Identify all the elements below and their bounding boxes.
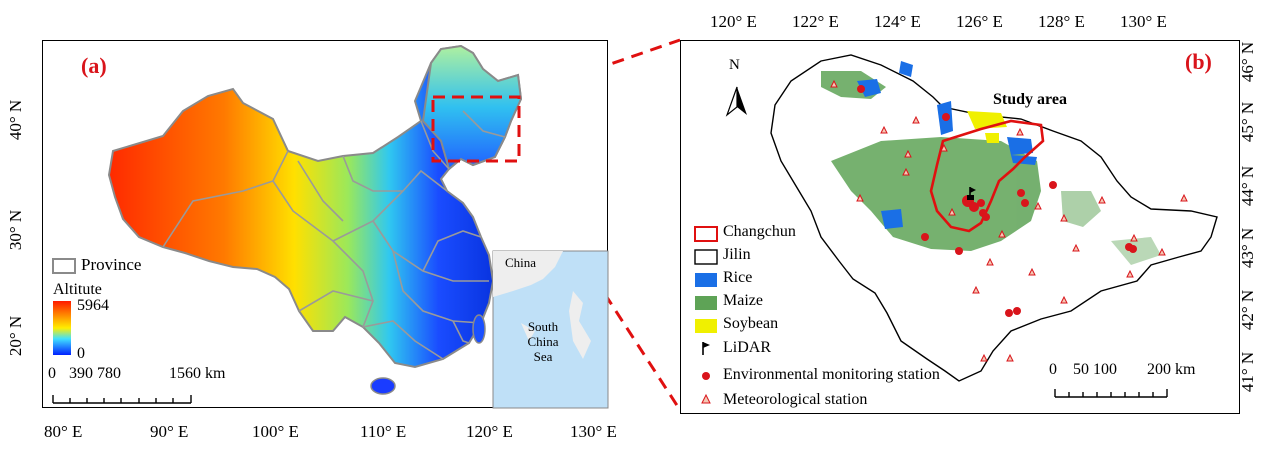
b-xtick-5: 130° E	[1120, 12, 1167, 31]
panel-a-label: (a)	[81, 53, 107, 78]
north-arrow-label: N	[729, 57, 740, 73]
scale-label-end: 1560 km	[169, 365, 226, 382]
legend-swatch-soybean	[695, 319, 717, 333]
b-xtick-2: 124° E	[874, 12, 921, 31]
environmental-stations	[857, 85, 1137, 317]
a-ytick-1: 30° N	[6, 209, 26, 251]
study-region-box	[431, 95, 521, 163]
b-xtick-1: 122° E	[792, 12, 839, 31]
north-arrow	[725, 86, 747, 117]
province-borders	[162, 110, 506, 360]
scale-bar-a	[52, 395, 192, 404]
legend-changchun-label: Changchun	[723, 223, 796, 240]
legend-meteo-station-label: Meteorological station	[723, 391, 868, 408]
b-ytick-3: 43° N	[1238, 227, 1258, 269]
legend-altitude-max: 5964	[77, 297, 109, 314]
scale-label-0: 0	[48, 365, 56, 382]
a-xtick-3: 110° E	[360, 422, 407, 441]
china-altitude-map	[52, 44, 609, 409]
lidar-marker	[967, 187, 976, 200]
meteorological-stations	[830, 79, 1188, 362]
legend-swatch-meteo-station	[701, 393, 711, 404]
jilin-crop-map	[694, 54, 1218, 404]
b-ytick-1: 45° N	[1238, 101, 1258, 143]
china-altitude-map-panel: (a) Province Altitute 5964 0 0 390 780 1…	[42, 40, 609, 409]
legend-lidar-label: LiDAR	[723, 339, 771, 356]
jilin-study-area-panel: (b) Study area N Changchun Jilin Rice Ma…	[680, 40, 1240, 414]
b-xtick-4: 128° E	[1038, 12, 1085, 31]
legend-swatch-env-station	[702, 372, 710, 380]
scale-b-label-0: 0	[1049, 361, 1057, 378]
a-ytick-0: 40° N	[6, 99, 26, 141]
legend-swatch-jilin	[694, 249, 718, 265]
scale-b-label-mid: 50 100	[1073, 361, 1117, 378]
b-ytick-4: 42° N	[1238, 289, 1258, 331]
scale-bar-b	[1054, 389, 1168, 398]
a-xtick-1: 90° E	[150, 422, 189, 441]
province-swatch	[52, 258, 76, 274]
legend-altitude-min: 0	[77, 345, 85, 362]
legend-jilin-label: Jilin	[723, 246, 751, 263]
legend-swatch-rice	[695, 273, 717, 287]
legend-swatch-maize	[695, 296, 717, 310]
panel-b-label: (b)	[1185, 49, 1212, 74]
crop-rice	[857, 61, 1037, 229]
legend-maize-label: Maize	[723, 292, 763, 309]
a-xtick-5: 130° E	[570, 422, 617, 441]
a-xtick-0: 80° E	[44, 422, 83, 441]
hainan-island	[370, 377, 396, 395]
legend-soybean-label: Soybean	[723, 315, 779, 332]
legend-swatch-changchun	[694, 226, 718, 242]
legend-rice-label: Rice	[723, 269, 753, 286]
legend-swatch-lidar	[702, 342, 710, 355]
legend-env-station-label: Environmental monitoring station	[723, 366, 940, 383]
changchun-outline	[929, 119, 1045, 233]
scale-label-mid: 390 780	[69, 365, 121, 382]
legend-province-label: Province	[81, 255, 142, 274]
taiwan-island	[472, 314, 486, 344]
b-xtick-0: 120° E	[710, 12, 757, 31]
inset-label-china: China	[505, 255, 537, 270]
south-china-sea-inset	[492, 250, 609, 409]
a-xtick-4: 120° E	[466, 422, 513, 441]
b-ytick-2: 44° N	[1238, 165, 1258, 207]
inset-label-sea: South China Sea	[527, 319, 559, 364]
altitude-colorbar	[53, 301, 71, 355]
b-ytick-5: 41° N	[1238, 351, 1258, 393]
crop-maize	[821, 71, 1161, 265]
scale-b-label-end: 200 km	[1147, 361, 1196, 378]
a-ytick-2: 20° N	[6, 315, 26, 357]
b-ytick-0: 46° N	[1238, 41, 1258, 83]
b-xtick-3: 126° E	[956, 12, 1003, 31]
legend-altitude-title: Altitute	[53, 281, 102, 298]
study-area-title: Study area	[993, 91, 1067, 108]
a-xtick-2: 100° E	[252, 422, 299, 441]
